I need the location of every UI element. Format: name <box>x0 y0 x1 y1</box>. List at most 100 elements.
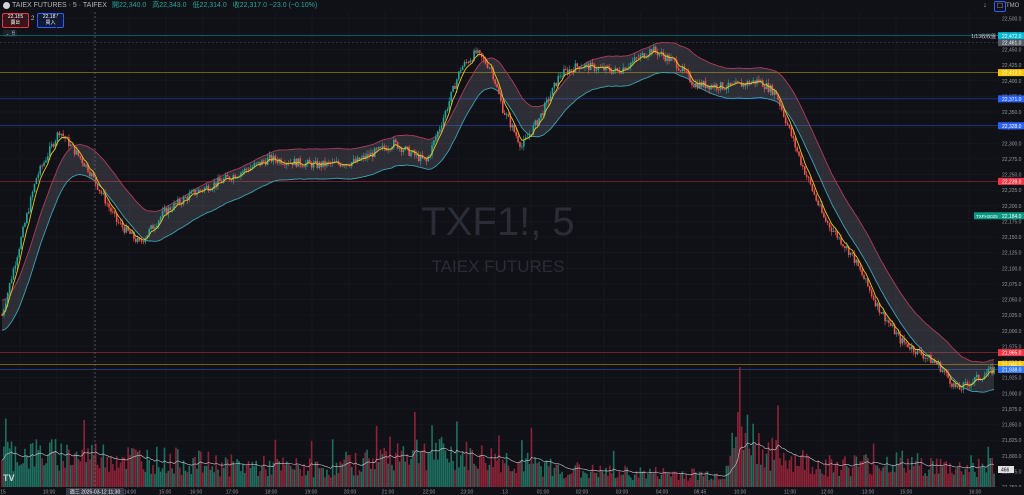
volume-bar <box>895 452 898 487</box>
candle-body <box>784 116 787 124</box>
price-label-text: 22,461.0 <box>1002 41 1022 47</box>
volume-bar <box>383 447 386 487</box>
candle-body <box>500 94 502 101</box>
candle-body <box>867 278 869 287</box>
volume-bar <box>695 472 697 487</box>
symbol-title[interactable]: TAIEX FUTURES · 5 · TAIFEX <box>3 0 107 12</box>
volume-bar <box>802 450 804 487</box>
time-tick-label: 16:00 <box>969 490 982 495</box>
candle-body <box>748 81 751 85</box>
candle-body <box>725 88 728 90</box>
candle-body <box>668 55 670 62</box>
candle-body <box>763 86 766 90</box>
volume-bar <box>702 476 705 487</box>
volume-bar <box>706 471 709 487</box>
volume-bar <box>519 460 521 487</box>
candle-body <box>767 83 770 92</box>
price-tick-label: 21,875.0 <box>1002 407 1022 413</box>
candle-body <box>75 150 78 155</box>
candle-body <box>909 347 911 350</box>
ohlc-readout: 開22,340.0 高22,343.0 低22,314.0 收22,317.0 −23… <box>112 0 323 12</box>
volume-bar <box>328 474 330 487</box>
volume-bar <box>377 462 380 487</box>
volume-bar <box>372 458 374 487</box>
price-label-text: 21,965.0 <box>1002 351 1022 357</box>
candle-body <box>167 207 170 215</box>
volume-bar <box>752 423 754 487</box>
volume-bar <box>154 473 156 487</box>
volume-bar <box>700 471 703 487</box>
crosshair-time-label: 週三 2025-03-12 11:30 <box>70 489 121 495</box>
price-tick-label: 21,900.0 <box>1002 391 1022 397</box>
price-tick-label: 22,200.0 <box>1002 204 1022 210</box>
candle-body <box>576 63 579 67</box>
volume-bar <box>798 465 800 487</box>
volume-bar <box>928 469 930 487</box>
candle-body <box>89 171 91 177</box>
volume-bar <box>886 456 888 487</box>
candle-body <box>832 231 835 232</box>
volume-bar <box>545 460 548 487</box>
volume-bar <box>589 471 592 487</box>
candle-body <box>511 124 514 128</box>
price-axis[interactable]: 22,500.022,475.022,450.022,425.022,400.0… <box>971 12 1024 491</box>
candle-body <box>270 154 273 162</box>
candle-body <box>953 383 955 387</box>
candle-body <box>513 124 516 132</box>
candle-body <box>687 71 689 74</box>
candle-body <box>859 266 862 270</box>
volume-bar <box>446 458 449 487</box>
candle-body <box>958 385 961 390</box>
candle-body <box>924 357 926 359</box>
volume-bar <box>196 468 198 487</box>
volume-bar <box>29 443 32 487</box>
candle-body <box>802 165 804 167</box>
time-axis[interactable]: 15 10:00 14:00 15:00 16:00 17:00 18:00 19:00 20:… <box>0 487 1024 495</box>
candle-body <box>341 165 344 167</box>
ohlc-open: 開22,340.0 <box>112 2 147 9</box>
volume-bar <box>12 471 15 487</box>
volume-bar <box>746 414 749 487</box>
volume-bar <box>324 477 326 487</box>
volume-bar <box>373 469 376 487</box>
volume-bar <box>926 476 928 487</box>
candle-body <box>215 182 217 187</box>
volume-bar <box>863 454 865 487</box>
candle-body <box>184 197 187 199</box>
volume-label-box <box>998 466 1014 473</box>
checkbox-icon[interactable]: ☐ <box>994 1 1006 12</box>
volume-bar <box>326 469 328 487</box>
candle-body <box>494 79 496 84</box>
currency-label[interactable]: TMO <box>1006 3 1020 9</box>
chart-header: TAIEX FUTURES · 5 · TAIFEX 開22,340.0 高22,… <box>0 0 1024 12</box>
candle-body <box>438 128 441 132</box>
volume-bar <box>935 458 938 487</box>
time-tick-label: 19:00 <box>305 490 318 495</box>
volume-bar <box>674 471 676 487</box>
volume-bar <box>188 465 191 487</box>
volume-bar <box>173 473 175 487</box>
volume-bar <box>565 477 567 487</box>
buy-button[interactable]: 22,187 買入 <box>37 13 64 28</box>
candle-body <box>888 320 890 323</box>
candle-body <box>708 86 711 90</box>
price-tick-label: 22,350.0 <box>1002 110 1022 116</box>
volume-bar <box>731 432 733 487</box>
candle-body <box>796 147 798 152</box>
price-tick-label: 22,400.0 <box>1002 79 1022 85</box>
volume-bar <box>828 455 831 487</box>
volume-bar <box>8 448 11 487</box>
volume-bar <box>442 443 445 487</box>
arrow-down-icon[interactable]: ↓ <box>983 2 987 9</box>
candle-body <box>977 374 980 380</box>
sell-button[interactable]: 22,185 賣出 <box>2 13 29 28</box>
volume-bar <box>475 465 477 487</box>
candle-body <box>140 240 143 242</box>
candle-body <box>505 114 508 116</box>
candle-body <box>444 110 447 118</box>
volume-bar <box>182 460 185 487</box>
candle-body <box>150 225 152 230</box>
volume-bar <box>769 470 772 487</box>
volume-bar <box>89 459 91 487</box>
